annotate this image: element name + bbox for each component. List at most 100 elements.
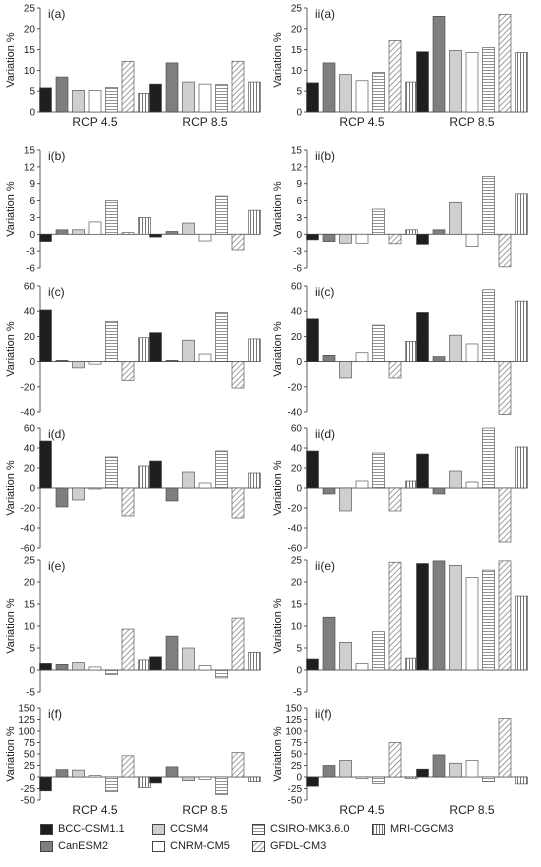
- bar-ii-e-csiro-mk3-6-0-rcp-8-5: [482, 569, 495, 671]
- bar-i-f-bcc-csm1-1-rcp-4-5: [39, 776, 52, 792]
- y-tick-label-i-f: -50: [21, 796, 36, 807]
- y-tick-label-ii-f: -25: [288, 784, 303, 795]
- bar-ii-a-canesm2-rcp-8-5: [432, 16, 446, 113]
- y-tick-label-ii-a: 25: [291, 4, 303, 15]
- bar-ii-f-cnrm-cm5-rcp-8-5: [465, 760, 479, 778]
- bar-i-c-gfdl-cm3-rcp-8-5: [231, 361, 245, 389]
- x-category-label-i-f: RCP 4.5: [72, 803, 117, 817]
- x-category-label-ii-f: RCP 4.5: [339, 803, 384, 817]
- bar-i-c-cnrm-cm5-rcp-8-5: [198, 353, 212, 362]
- bar-ii-c-mri-cgcm3-rcp-8-5: [515, 300, 528, 362]
- y-axis-label-i-c: Variation %: [5, 321, 17, 377]
- x-category-label-ii-a: RCP 4.5: [339, 115, 384, 129]
- bar-i-e-cnrm-cm5-rcp-8-5: [198, 665, 212, 671]
- bar-i-a-ccsm4-rcp-8-5: [182, 81, 195, 113]
- bar-i-d-gfdl-cm3-rcp-8-5: [231, 487, 245, 519]
- bar-i-b-csiro-mk3-6-0-rcp-4-5: [105, 200, 118, 235]
- bar-ii-e-mri-cgcm3-rcp-4-5: [405, 657, 418, 671]
- bar-ii-a-cnrm-cm5-rcp-4-5: [355, 80, 369, 113]
- y-tick-label-i-d: -40: [21, 524, 36, 535]
- panel-ii-e: -5 0 5 10 15 20 25 Variation % ii(e): [272, 556, 528, 699]
- y-tick-label-ii-f: 50: [291, 750, 303, 761]
- bar-i-e-mri-cgcm3-rcp-4-5: [138, 659, 151, 671]
- bar-ii-d-canesm2-rcp-8-5: [432, 487, 446, 495]
- bar-ii-c-gfdl-cm3-rcp-4-5: [388, 361, 402, 379]
- legend-swatch-canesm2: [40, 840, 53, 852]
- bar-ii-d-cnrm-cm5-rcp-8-5: [465, 481, 479, 489]
- legend: BCC-CSM1.1 CCSM4 CSIRO-MK3.6.0 MRI-CGCM3…: [40, 823, 540, 852]
- bar-ii-b-csiro-mk3-6-0-rcp-8-5: [482, 176, 495, 235]
- legend-label-gfdl-cm3: GFDL-CM3: [270, 840, 327, 852]
- bar-ii-d-ccsm4-rcp-8-5: [449, 470, 462, 489]
- bar-ii-b-cnrm-cm5-rcp-8-5: [465, 233, 479, 247]
- bar-ii-c-bcc-csm1-1-rcp-8-5: [416, 312, 429, 362]
- bar-ii-f-csiro-mk3-6-0-rcp-8-5: [482, 776, 495, 782]
- bar-i-f-gfdl-cm3-rcp-4-5: [121, 755, 135, 778]
- bar-ii-c-csiro-mk3-6-0-rcp-4-5: [372, 324, 385, 362]
- panel-i-b: -6 -3 0 3 6 9 12 15 Variation % i(b): [5, 146, 261, 275]
- bar-ii-c-canesm2-rcp-4-5: [322, 354, 336, 362]
- y-tick-label-i-e: 5: [29, 644, 35, 655]
- bar-i-e-bcc-csm1-1-rcp-8-5: [149, 656, 162, 671]
- bar-i-c-canesm2-rcp-8-5: [165, 360, 179, 362]
- bar-i-c-csiro-mk3-6-0-rcp-8-5: [215, 312, 228, 362]
- bar-i-a-cnrm-cm5-rcp-4-5: [88, 90, 102, 113]
- bar-ii-b-csiro-mk3-6-0-rcp-4-5: [372, 208, 385, 235]
- bar-ii-b-cnrm-cm5-rcp-4-5: [355, 233, 369, 244]
- bar-ii-a-mri-cgcm3-rcp-4-5: [405, 81, 418, 113]
- y-tick-label-i-a: 5: [29, 87, 35, 98]
- bar-ii-d-mri-cgcm3-rcp-4-5: [405, 480, 418, 489]
- y-axis-label-ii-c: Variation %: [272, 321, 284, 377]
- bar-ii-e-cnrm-cm5-rcp-4-5: [355, 663, 369, 671]
- bar-i-b-bcc-csm1-1-rcp-4-5: [39, 233, 52, 242]
- y-tick-label-ii-a: 10: [291, 66, 303, 77]
- y-tick-label-i-c: -20: [21, 382, 36, 393]
- panel-ii-b: -6 -3 0 3 6 9 12 15 Variation % ii(b): [272, 146, 528, 275]
- bar-i-f-mri-cgcm3-rcp-4-5: [138, 776, 151, 788]
- bar-i-d-mri-cgcm3-rcp-4-5: [138, 465, 151, 489]
- bar-i-f-cnrm-cm5-rcp-4-5: [88, 775, 102, 778]
- bar-ii-c-bcc-csm1-1-rcp-4-5: [306, 318, 319, 362]
- bar-i-b-gfdl-cm3-rcp-4-5: [121, 232, 135, 235]
- y-tick-label-ii-b: 6: [296, 196, 302, 207]
- bar-ii-d-canesm2-rcp-4-5: [322, 487, 336, 495]
- bar-i-c-bcc-csm1-1-rcp-8-5: [149, 332, 162, 362]
- y-tick-label-i-f: 50: [24, 750, 36, 761]
- y-tick-label-ii-b: 0: [296, 230, 302, 241]
- y-tick-label-ii-e: -5: [293, 688, 302, 699]
- y-tick-label-i-d: 40: [24, 444, 36, 455]
- panel-title-i-a: i(a): [48, 7, 65, 21]
- y-tick-label-i-c: 40: [24, 307, 36, 318]
- y-tick-label-i-b: 6: [29, 196, 35, 207]
- bar-ii-f-canesm2-rcp-4-5: [322, 765, 336, 778]
- y-tick-label-i-b: -3: [26, 247, 35, 258]
- bar-i-f-gfdl-cm3-rcp-8-5: [231, 752, 245, 778]
- y-tick-label-ii-f: 0: [296, 773, 302, 784]
- y-tick-label-i-d: 20: [24, 464, 36, 475]
- bar-i-a-gfdl-cm3-rcp-8-5: [231, 60, 245, 113]
- y-tick-label-ii-d: 60: [291, 424, 303, 435]
- bar-ii-b-gfdl-cm3-rcp-4-5: [388, 233, 402, 245]
- bar-i-e-ccsm4-rcp-8-5: [182, 647, 195, 671]
- bar-i-a-canesm2-rcp-8-5: [165, 62, 179, 113]
- panel-title-i-c: i(c): [48, 285, 65, 299]
- panel-ii-c: -40 -20 0 20 40 60 Variation % ii(c): [272, 282, 528, 419]
- bar-i-e-cnrm-cm5-rcp-4-5: [88, 666, 102, 671]
- legend-label-bcc-csm1-1: BCC-CSM1.1: [58, 823, 125, 835]
- legend-swatch-gfdl-cm3: [252, 840, 265, 852]
- bar-i-d-canesm2-rcp-8-5: [165, 487, 179, 502]
- legend-label-mri-cgcm3: MRI-CGCM3: [390, 823, 454, 835]
- bar-i-c-gfdl-cm3-rcp-4-5: [121, 361, 135, 381]
- bar-i-b-gfdl-cm3-rcp-8-5: [231, 233, 245, 251]
- y-tick-label-ii-b: 3: [296, 213, 302, 224]
- bar-i-a-bcc-csm1-1-rcp-8-5: [149, 83, 162, 113]
- legend-item-gfdl-cm3: GFDL-CM3: [252, 840, 372, 852]
- bar-ii-a-bcc-csm1-1-rcp-8-5: [416, 51, 429, 113]
- legend-swatch-ccsm4: [152, 823, 165, 835]
- bar-ii-a-ccsm4-rcp-8-5: [449, 50, 462, 113]
- bar-i-f-csiro-mk3-6-0-rcp-8-5: [215, 776, 228, 795]
- bar-ii-a-ccsm4-rcp-4-5: [339, 74, 352, 113]
- y-axis-label-ii-b: Variation %: [272, 181, 284, 237]
